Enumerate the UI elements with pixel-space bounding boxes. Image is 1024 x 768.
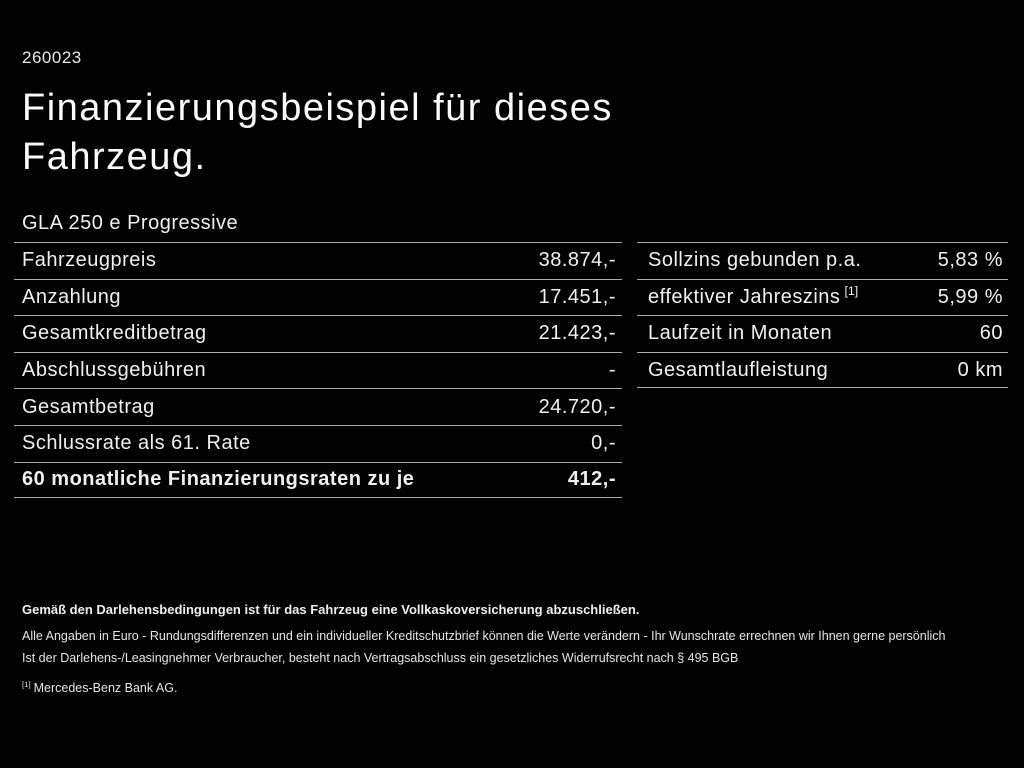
slide-number: 260023 (22, 48, 82, 67)
table-row-abschlussgebuehren: Abschlussgebühren - (14, 351, 622, 389)
insurance-note: Gemäß den Darlehensbedingungen ist für d… (22, 602, 640, 617)
table-row-schlussrate: Schlussrate als 61. Rate 0,- (14, 424, 622, 462)
table-row-anzahlung: Anzahlung 17.451,- (14, 278, 622, 316)
bank-footnote: [1] Mercedes-Benz Bank AG. (22, 680, 1017, 696)
row-label: Laufzeit in Monaten (648, 322, 833, 345)
row-value: 21.423,- (538, 322, 616, 345)
row-value: 60 (979, 322, 1003, 345)
table-row-gesamtbetrag: Gesamtbetrag 24.720,- (14, 388, 622, 425)
row-label: Schlussrate als 61. Rate (22, 432, 251, 455)
row-label: Anzahlung (22, 285, 122, 308)
table-row-effektiver-jahreszins: effektiver Jahreszins [1] 5,99 % (637, 278, 1008, 316)
disclaimer-line-2: Ist der Darlehens-/Leasingnehmer Verbrau… (22, 651, 739, 665)
row-value: 0 km (957, 358, 1003, 381)
table-row-gesamtlaufleistung: Gesamtlaufleistung 0 km (637, 351, 1008, 389)
row-label: Fahrzeugpreis (22, 249, 157, 272)
row-value: - (608, 359, 616, 382)
page-title: Finanzierungsbeispiel für dieses Fahrzeu… (22, 87, 613, 178)
row-value: 38.874,- (538, 249, 616, 272)
row-value: 17.451,- (538, 285, 616, 308)
row-value: 0,- (591, 432, 616, 455)
row-label: Abschlussgebühren (22, 359, 207, 382)
table-row-fahrzeugpreis: Fahrzeugpreis 38.874,- (14, 242, 622, 279)
row-value: 412,- (567, 468, 616, 491)
row-label: Sollzins gebunden p.a. (648, 249, 862, 272)
row-label: Gesamtbetrag (22, 395, 155, 418)
row-label: Gesamtlaufleistung (648, 358, 829, 381)
row-label-text: effektiver Jahreszins (648, 285, 841, 308)
footnote-marker: [1] (22, 679, 31, 689)
row-label: effektiver Jahreszins [1] (648, 284, 859, 309)
table-row-monatsrate: 60 monatliche Finanzierungsraten zu je 4… (14, 461, 622, 499)
row-label: 60 monatliche Finanzierungsraten zu je (22, 468, 415, 491)
table-row-sollzins: Sollzins gebunden p.a. 5,83 % (637, 242, 1008, 279)
vehicle-model-name: GLA 250 e Progressive (22, 212, 239, 234)
footer-disclaimers: Gemäß den Darlehensbedingungen ist für d… (22, 602, 1017, 696)
footnote-text: Mercedes-Benz Bank AG. (33, 681, 178, 695)
row-value: 5,99 % (937, 285, 1003, 308)
row-value: 24.720,- (538, 395, 616, 418)
footnote-reference: [1] (844, 284, 859, 299)
table-row-laufzeit: Laufzeit in Monaten 60 (637, 315, 1008, 352)
row-value: 5,83 % (937, 249, 1003, 272)
table-row-gesamtkreditbetrag: Gesamtkreditbetrag 21.423,- (14, 315, 622, 352)
row-label: Gesamtkreditbetrag (22, 322, 207, 345)
conditions-table: Sollzins gebunden p.a. 5,83 % effektiver… (637, 242, 1008, 389)
disclaimer-line-1: Alle Angaben in Euro - Rundungsdifferenz… (22, 629, 946, 643)
financing-table: Fahrzeugpreis 38.874,- Anzahlung 17.451,… (14, 242, 622, 499)
